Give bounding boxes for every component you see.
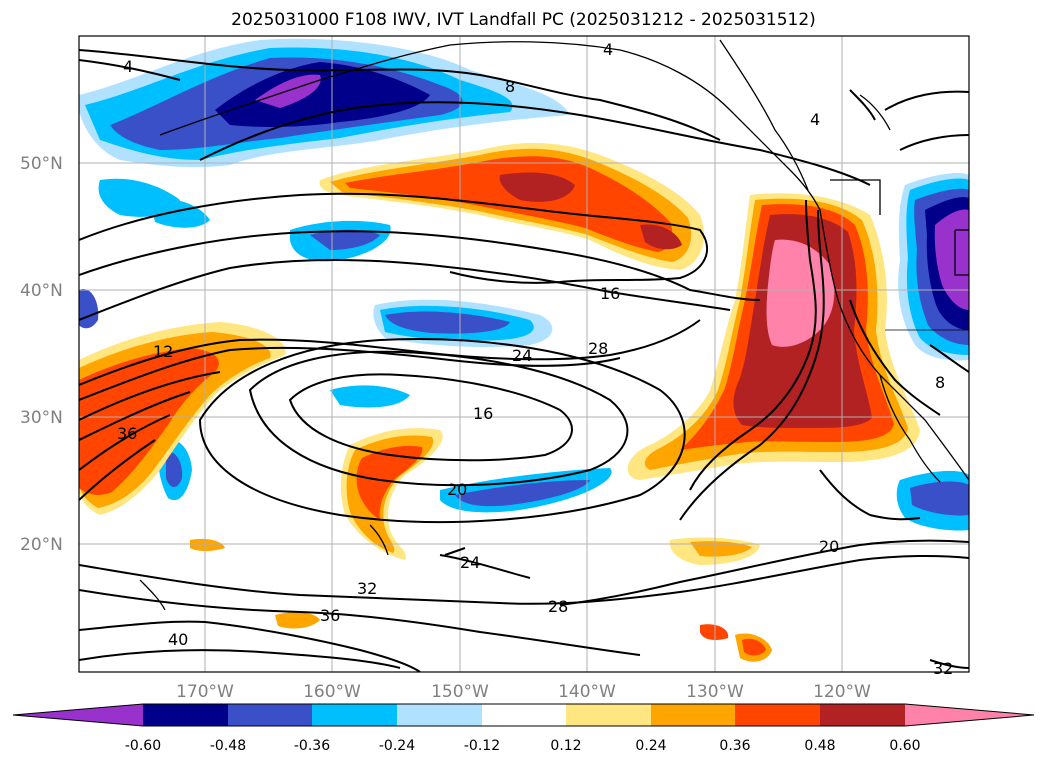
colorbar-segment — [820, 704, 905, 726]
contour-label: 36 — [320, 606, 340, 625]
contour-label: 40 — [168, 630, 188, 649]
lon-label: 120°W — [813, 682, 871, 702]
colorbar-extend-low — [13, 704, 143, 726]
lon-label: 140°W — [558, 682, 616, 702]
latitude-labels: 50°N 40°N 30°N 20°N — [20, 154, 63, 555]
contour-label: 20 — [447, 480, 467, 499]
colorbar-tick: -0.36 — [294, 738, 330, 754]
colorbar-segment — [482, 704, 566, 726]
lon-label: 170°W — [176, 682, 234, 702]
contour-label: 16 — [600, 284, 620, 303]
contour-label: 4 — [810, 110, 820, 129]
contour-label: 16 — [473, 404, 493, 423]
lat-label: 40°N — [20, 281, 63, 301]
colorbar-segment — [397, 704, 482, 726]
colorbar-tick: -0.24 — [379, 738, 415, 754]
colorbar-tick: -0.48 — [210, 738, 246, 754]
colorbar: -0.60 -0.48 -0.36 -0.24 -0.12 0.12 0.24 … — [12, 703, 1035, 754]
map-title: 2025031000 F108 IWV, IVT Landfall PC (20… — [231, 10, 816, 30]
colorbar-segment — [651, 704, 735, 726]
lon-label: 150°W — [431, 682, 489, 702]
contour-label: 4 — [123, 57, 133, 76]
colorbar-segment — [566, 704, 651, 726]
contour-label: 28 — [548, 597, 568, 616]
contour-labels: 4 8 4 4 12 16 24 28 16 36 20 24 32 36 28… — [117, 40, 953, 678]
contour-label: 12 — [153, 342, 173, 361]
contour-label: 20 — [819, 537, 839, 556]
colorbar-tick: -0.12 — [464, 738, 500, 754]
contour-label: 8 — [935, 373, 945, 392]
colorbar-extend-high — [905, 704, 1034, 726]
colorbar-tick: 0.12 — [550, 738, 581, 754]
colorbar-segment — [143, 704, 228, 726]
iwv-contours — [79, 49, 969, 672]
colorbar-tick: 0.48 — [804, 738, 835, 754]
lat-label: 50°N — [20, 154, 63, 174]
contour-label: 36 — [117, 424, 137, 443]
colorbar-segment — [228, 704, 312, 726]
colorbar-tick: 0.60 — [889, 738, 920, 754]
contour-label: 32 — [357, 579, 377, 598]
map-frame — [78, 35, 970, 673]
colorbar-segment — [312, 704, 397, 726]
colorbar-tick: -0.60 — [125, 738, 161, 754]
lat-label: 30°N — [20, 408, 63, 428]
colorbar-tick: 0.24 — [635, 738, 666, 754]
contour-label: 24 — [460, 553, 480, 572]
lat-label: 20°N — [20, 535, 63, 555]
contour-label: 28 — [588, 339, 608, 358]
longitude-labels: 170°W 160°W 150°W 140°W 130°W 120°W — [176, 682, 871, 702]
contour-label: 24 — [512, 346, 532, 365]
colorbar-segment — [735, 704, 820, 726]
contour-label: 8 — [505, 77, 515, 96]
contour-label: 32 — [933, 659, 953, 678]
lon-label: 130°W — [686, 682, 744, 702]
contour-label: 4 — [603, 40, 613, 59]
colorbar-tick: 0.36 — [719, 738, 750, 754]
lon-label: 160°W — [303, 682, 361, 702]
